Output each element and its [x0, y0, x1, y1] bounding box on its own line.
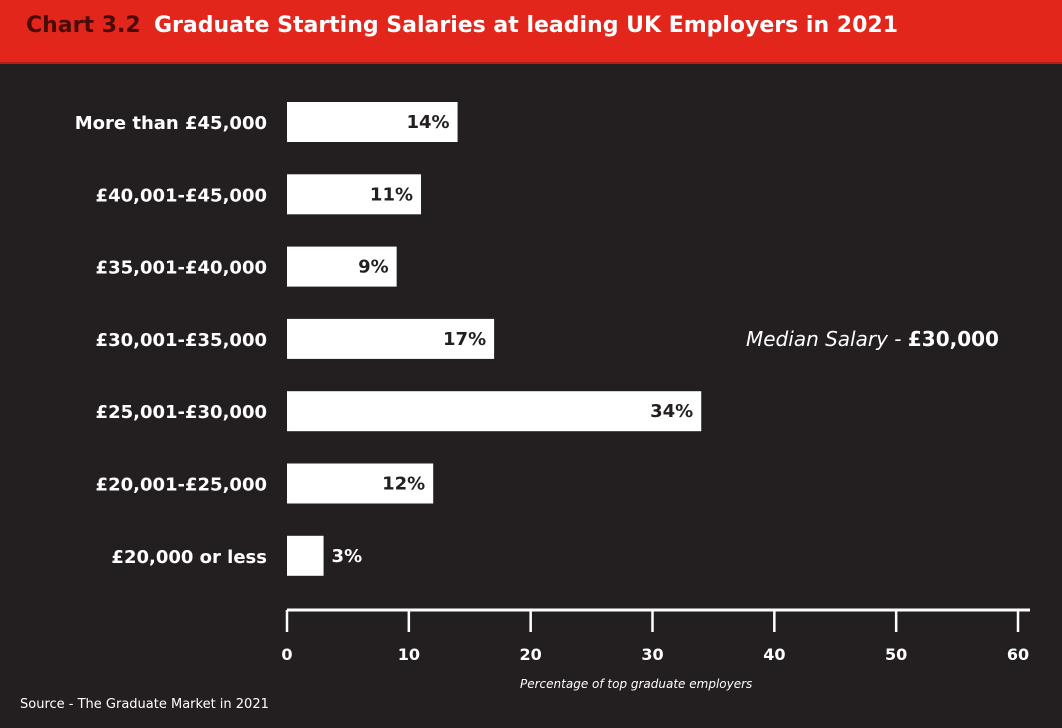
category-label: £30,001-£35,000: [96, 330, 267, 351]
x-tick-label: 60: [1007, 645, 1029, 664]
value-label: 34%: [650, 401, 693, 422]
x-axis-label: Percentage of top graduate employers: [520, 677, 753, 691]
value-label: 9%: [358, 257, 389, 278]
x-tick-label: 20: [520, 645, 542, 664]
bar: [287, 463, 434, 504]
bar: [287, 102, 458, 142]
median-salary-label: Median Salary -: [746, 327, 902, 351]
x-tick-label: 40: [763, 645, 785, 664]
chart-header: Chart 3.2 Graduate Starting Salaries at …: [0, 0, 1062, 64]
value-label: 12%: [382, 474, 425, 495]
median-salary-value: £30,000: [907, 327, 999, 351]
x-tick-label: 50: [885, 645, 907, 664]
chart-number: Chart 3.2: [26, 13, 141, 38]
value-label: 14%: [406, 112, 449, 133]
chart-title: Graduate Starting Salaries at leading UK…: [154, 13, 899, 38]
x-tick-label: 0: [281, 645, 292, 664]
x-tick-label: 10: [398, 645, 420, 664]
source-note: Source - The Graduate Market in 2021: [20, 697, 269, 712]
bar: [287, 246, 397, 287]
category-label: More than £45,000: [75, 113, 267, 134]
bar: [287, 318, 495, 359]
median-salary-annotation: Median Salary - £30,000: [746, 327, 999, 351]
bar: [287, 174, 422, 215]
value-label: 11%: [370, 184, 413, 205]
category-label: £40,001-£45,000: [96, 185, 267, 206]
bar: [287, 535, 324, 576]
value-label: 17%: [443, 329, 486, 350]
bar: [287, 391, 702, 432]
category-label: £20,001-£25,000: [96, 475, 267, 496]
category-label: £20,000 or less: [111, 547, 267, 568]
category-label: £25,001-£30,000: [96, 402, 267, 423]
x-tick-label: 30: [641, 645, 663, 664]
value-label: 3%: [332, 546, 363, 567]
category-label: £35,001-£40,000: [96, 258, 267, 279]
